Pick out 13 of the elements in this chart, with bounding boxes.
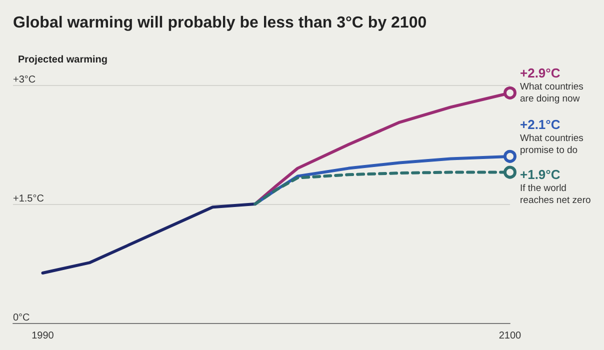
y-axis-title: Projected warming (18, 54, 108, 66)
series-label: What countries promise to do (520, 132, 584, 156)
chart-title: Global warming will probably be less than 3°C by 2100 (13, 14, 427, 32)
x-tick-label: 1990 (32, 330, 54, 342)
y-tick-label: 0°C (13, 312, 30, 324)
series-label: If the world reaches net zero (520, 182, 591, 206)
y-tick-label: +3°C (13, 74, 36, 86)
data-label: +2.1°C (520, 116, 561, 132)
data-label: +2.9°C (520, 65, 561, 80)
x-tick-label: 2100 (498, 330, 522, 342)
y-tick-label: +1.5°C (13, 194, 44, 204)
series-label: What countries are doing now (520, 81, 584, 104)
data-label: +1.9°C (520, 166, 561, 182)
